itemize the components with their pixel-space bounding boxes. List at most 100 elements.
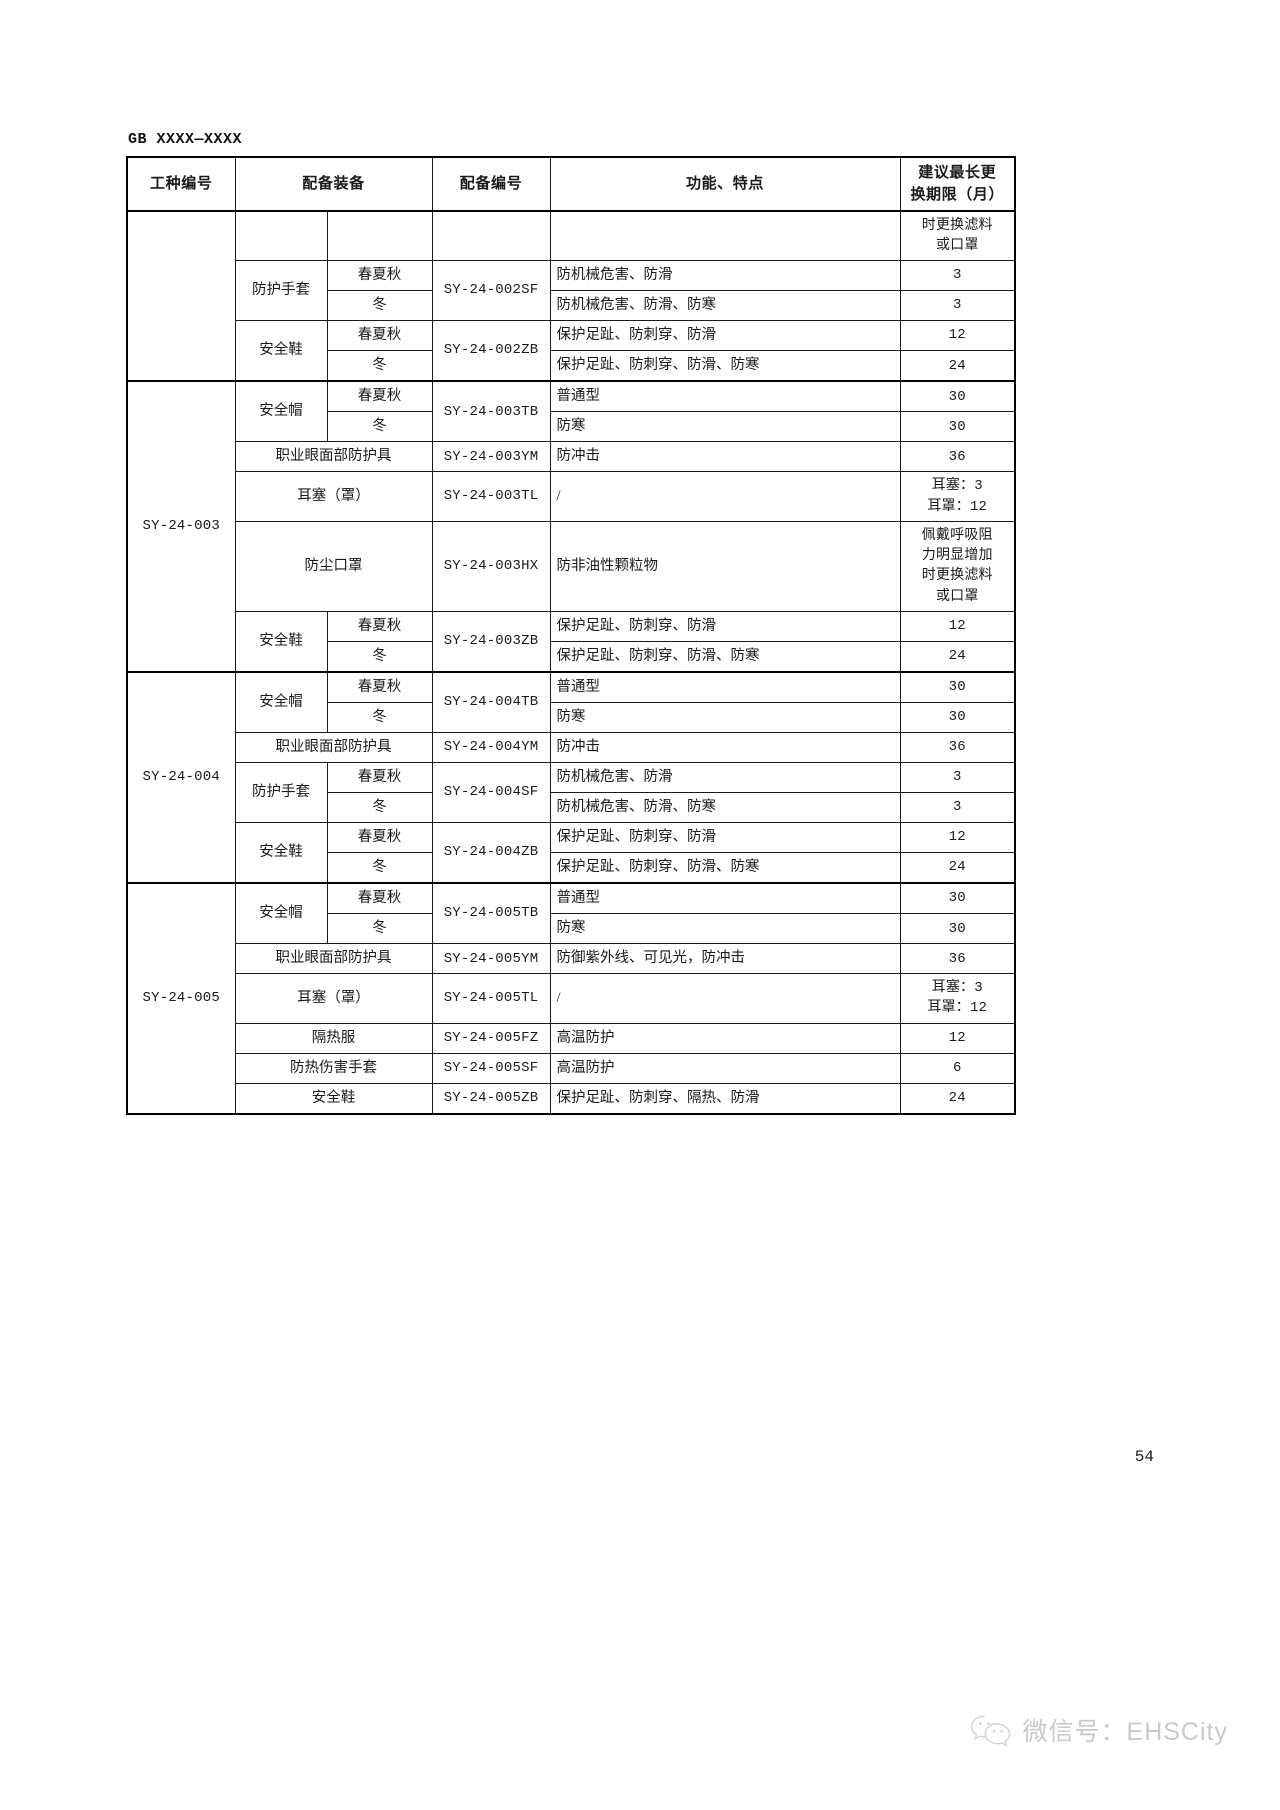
table-row: 防护手套 春夏秋 SY-24-004SF 防机械危害、防滑 3: [127, 762, 1016, 824]
cell-function: 防机械危害、防滑: [549, 260, 901, 292]
column-header-job-number: 工种编号: [126, 156, 236, 212]
ppe-specification-table: 工种编号 配备装备 配备编号 功能、特点 建议最长更 换期限（月） 时更换滤料或…: [126, 156, 1016, 1115]
cell-replacement-term: 36: [899, 943, 1016, 975]
wechat-icon: [969, 1713, 1015, 1747]
table-header: 工种编号 配备装备 配备编号 功能、特点 建议最长更 换期限（月）: [126, 156, 1016, 212]
table-header-row: 工种编号 配备装备 配备编号 功能、特点 建议最长更 换期限（月）: [126, 156, 1016, 212]
table-row: 冬 防寒 30: [127, 411, 1016, 443]
table-row: 冬 防机械危害、防滑、防寒 3: [127, 792, 1016, 824]
replacement-term-line: 30: [948, 679, 966, 696]
table-row: 职业眼面部防护具 SY-24-004YM 防冲击 36: [127, 732, 1016, 764]
column-header-equipment-code: 配备编号: [431, 156, 551, 212]
cell-equipment: 安全鞋: [234, 320, 328, 382]
cell-replacement-term: 6: [899, 1052, 1016, 1084]
cell-replacement-term: 3: [899, 290, 1016, 322]
table-row: 防热伤害手套 SY-24-005SF 高温防护 6: [127, 1052, 1016, 1084]
cell-equipment: 安全鞋: [234, 1082, 433, 1115]
cell-equipment-code: SY-24-005SF: [431, 1052, 551, 1084]
column-header-function: 功能、特点: [549, 156, 901, 212]
cell-equipment-code: [431, 209, 551, 262]
ppe-specification-table-container: 工种编号 配备装备 配备编号 功能、特点 建议最长更 换期限（月） 时更换滤料或…: [126, 156, 1016, 1115]
cell-replacement-term: 3: [899, 792, 1016, 824]
table-row: 冬 保护足趾、防刺穿、防滑、防寒 24: [127, 641, 1016, 673]
cell-replacement-term: 36: [899, 732, 1016, 764]
cell-equipment: 安全帽: [234, 380, 328, 443]
table-row: 时更换滤料 或口罩: [126, 209, 1016, 382]
standard-id-header: GB XXXX—XXXX: [128, 131, 243, 148]
cell-equipment: 安全帽: [234, 671, 328, 734]
cell-function: 普通型: [549, 671, 901, 704]
cell-equipment: 职业眼面部防护具: [234, 732, 433, 764]
cell-equipment: 安全鞋: [234, 822, 328, 884]
replacement-term-line: 耳罩：12: [927, 1000, 988, 1017]
cell-replacement-term: 30: [899, 380, 1016, 413]
cell-job-number: SY-24-003: [126, 380, 236, 673]
cell-replacement-term: 3: [899, 260, 1016, 292]
table-row: 冬 防机械危害、防滑、防寒 3: [127, 290, 1016, 322]
cell-function: 保护足趾、防刺穿、防滑、防寒: [549, 852, 901, 884]
cell-equipment-code: SY-24-003TL: [431, 471, 551, 522]
table-row: 安全鞋 春夏秋 SY-24-003ZB 保护足趾、防刺穿、防滑 12: [127, 610, 1016, 673]
replacement-term-line: 耳塞：3: [931, 980, 983, 997]
cell-equipment-code: SY-24-005TL: [431, 973, 551, 1024]
column-header-replacement-term-line1: 建议最长更: [918, 164, 997, 181]
cell-equipment-code: SY-24-005YM: [431, 943, 551, 975]
cell-equipment-code: SY-24-002SF: [431, 260, 551, 322]
cell-season: 冬: [326, 852, 433, 884]
replacement-term-line: 3: [952, 799, 962, 816]
cell-function: 防御紫外线、可见光，防冲击: [549, 943, 901, 975]
cell-season: 冬: [326, 702, 433, 734]
table-row: 隔热服 SY-24-005FZ 高温防护 12: [127, 1022, 1016, 1054]
cell-function: 防冲击: [549, 732, 901, 764]
cell-equipment-code: SY-24-003TB: [431, 380, 551, 443]
cell-equipment-code: SY-24-002ZB: [431, 320, 551, 382]
replacement-term-line: 12: [948, 829, 966, 846]
cell-replacement-term: 30: [899, 882, 1016, 915]
wechat-watermark: 微信号：EHSCity: [969, 1712, 1228, 1748]
table-row: 职业眼面部防护具 SY-24-003YM 防冲击 36: [127, 441, 1016, 473]
replacement-term-line: 30: [948, 388, 966, 405]
cell-function: /: [549, 973, 901, 1024]
cell-equipment-code: SY-24-004TB: [431, 671, 551, 734]
cell-season: 春夏秋: [326, 762, 433, 794]
replacement-term-line: 时更换滤料: [921, 217, 993, 234]
cell-job-number: SY-24-005: [126, 882, 236, 1115]
replacement-term-line: 12: [948, 1030, 966, 1047]
cell-replacement-term: 30: [899, 671, 1016, 704]
replacement-term-line: 24: [948, 648, 966, 665]
replacement-term-line: 24: [948, 1090, 966, 1107]
cell-replacement-term: 24: [899, 852, 1016, 884]
cell-replacement-term: 12: [899, 822, 1016, 854]
cell-replacement-term: 12: [899, 320, 1016, 352]
cell-equipment-code: SY-24-005FZ: [431, 1022, 551, 1054]
cell-equipment-code: SY-24-005TB: [431, 882, 551, 945]
cell-season: 冬: [326, 350, 433, 382]
cell-season: 春夏秋: [326, 320, 433, 352]
cell-season: 冬: [326, 792, 433, 824]
replacement-term-line: 24: [948, 357, 966, 374]
column-header-replacement-term-line2: 换期限（月）: [910, 185, 1005, 203]
replacement-term-line: 6: [952, 1060, 962, 1077]
cell-function: 防冲击: [549, 441, 901, 473]
column-header-replacement-term: 建议最长更 换期限（月）: [899, 156, 1016, 212]
table-row: SY-24-004 安全帽 春夏秋 SY-24-004TB 普通型 30: [126, 671, 1016, 884]
cell-function: /: [549, 471, 901, 522]
cell-replacement-term: 佩戴呼吸阻 力明显增加 时更换滤料 或口罩: [899, 520, 1016, 612]
replacement-term-line: 36: [948, 448, 966, 465]
table-row: 防护手套 春夏秋 SY-24-002SF 防机械危害、防滑 3: [127, 260, 1016, 322]
cell-replacement-term: 耳塞：3 耳罩：12: [899, 973, 1016, 1024]
cell-season: 春夏秋: [326, 882, 433, 915]
cell-season: 冬: [326, 290, 433, 322]
wechat-watermark-text: 微信号：EHSCity: [1022, 1718, 1228, 1746]
table-row: 冬 保护足趾、防刺穿、防滑、防寒 24: [127, 350, 1016, 382]
cell-replacement-term: 30: [899, 913, 1016, 945]
cell-function: 防寒: [549, 411, 901, 443]
cell-replacement-term: 30: [899, 702, 1016, 734]
cell-job-number: [126, 210, 236, 382]
replacement-term-line: 耳塞：3: [931, 478, 983, 495]
table-row: 安全鞋 SY-24-005ZB 保护足趾、防刺穿、隔热、防滑 24: [127, 1082, 1016, 1115]
replacement-term-line: 30: [948, 418, 966, 435]
cell-function: 防机械危害、防滑、防寒: [549, 290, 901, 322]
table-row: 耳塞（罩） SY-24-003TL / 耳塞：3 耳罩：12: [127, 471, 1016, 522]
replacement-term-line: 30: [948, 890, 966, 907]
